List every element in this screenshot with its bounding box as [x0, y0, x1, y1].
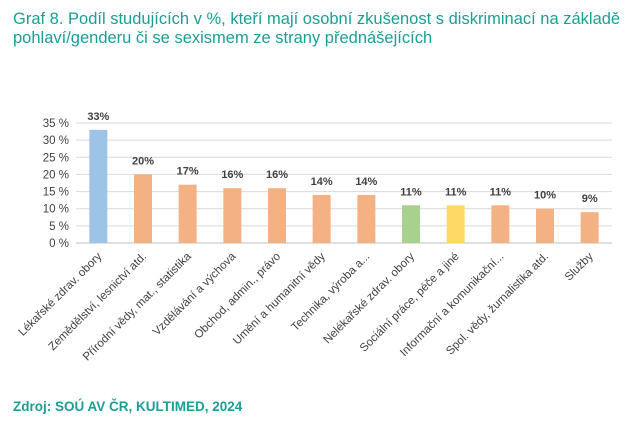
bar — [491, 205, 510, 243]
bar — [446, 205, 465, 243]
x-tick-label: Umění a humanitní vědy — [231, 250, 328, 347]
y-axis-tick-labels: 0 % 5 % 10 % 15 % 20 % 25 % 30 % 35 % — [43, 118, 69, 250]
chart-title: Graf 8. Podíl studujících v %, kteří maj… — [13, 10, 621, 47]
bar — [357, 195, 376, 243]
bars — [89, 129, 599, 243]
y-tick-label: 25 % — [43, 152, 69, 164]
x-tick-label: Vzdělávání a výchova — [151, 250, 239, 338]
y-tick-label: 30 % — [43, 135, 69, 147]
bar — [89, 129, 108, 243]
x-tick-label: Technika, výroba a... — [289, 251, 372, 334]
x-tick-label: Lékařské zdrav. obory — [17, 250, 105, 338]
data-label: 16% — [266, 169, 288, 181]
data-label: 11% — [400, 186, 422, 198]
source-note: Zdroj: SOÚ AV ČR, KULTIMED, 2024 — [13, 399, 243, 414]
gridlines — [76, 122, 612, 244]
bar — [312, 195, 331, 243]
data-label: 9% — [582, 193, 598, 205]
data-label: 11% — [445, 186, 467, 198]
y-tick-label: 15 % — [43, 187, 69, 199]
bar — [580, 212, 599, 243]
y-tick-label: 5 % — [49, 221, 69, 233]
x-tick-label: Nelékařské zdrav. obory — [322, 250, 418, 346]
bar — [268, 188, 286, 243]
data-label: 20% — [132, 155, 154, 167]
y-tick-label: 10 % — [43, 204, 69, 216]
data-labels: 33% 20% 17% 16% 16% 14% 14% 11% 11% 11% 10% 9% — [87, 111, 598, 205]
data-label: 17% — [177, 166, 199, 178]
y-tick-label: 35 % — [43, 118, 69, 130]
bar — [536, 208, 554, 243]
x-tick-label: Obchod, admin., právo — [192, 251, 283, 342]
data-label: 10% — [534, 190, 556, 202]
y-tick-label: 0 % — [49, 238, 69, 250]
data-label: 11% — [490, 186, 512, 198]
data-label: 16% — [221, 169, 243, 181]
data-label: 14% — [355, 176, 377, 188]
bar — [178, 184, 197, 243]
data-label: 33% — [87, 111, 109, 123]
y-tick-label: 20 % — [43, 169, 69, 181]
bar — [223, 188, 242, 243]
bar — [402, 205, 420, 243]
data-label: 14% — [311, 176, 333, 188]
bar — [134, 174, 152, 243]
x-tick-label: Služby — [563, 250, 596, 283]
